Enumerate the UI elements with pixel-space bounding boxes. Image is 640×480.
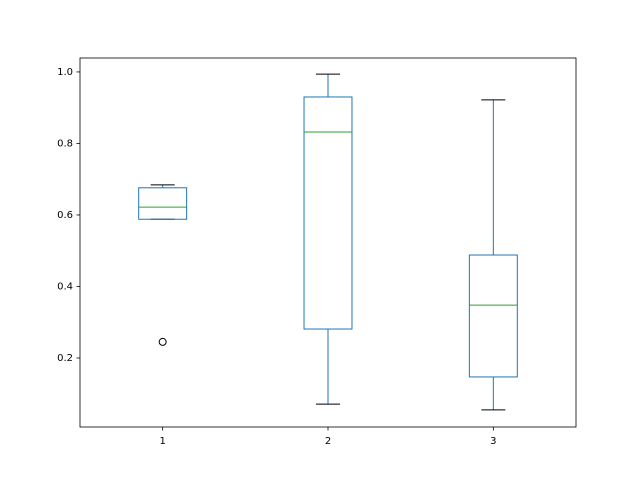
y-tick-label: 0.4 bbox=[57, 281, 73, 292]
plot-frame bbox=[79, 57, 577, 428]
x-tick-label: 1 bbox=[159, 436, 165, 447]
y-tick-label: 0.6 bbox=[57, 210, 73, 221]
box bbox=[468, 254, 518, 378]
y-tick-label: 1.0 bbox=[57, 67, 73, 78]
y-tick-label: 0.8 bbox=[57, 138, 73, 149]
box bbox=[303, 96, 353, 330]
box bbox=[138, 187, 188, 220]
x-tick-label: 2 bbox=[325, 436, 331, 447]
y-tick-label: 0.2 bbox=[57, 353, 73, 364]
flier bbox=[158, 337, 167, 346]
x-tick-label: 3 bbox=[490, 436, 496, 447]
